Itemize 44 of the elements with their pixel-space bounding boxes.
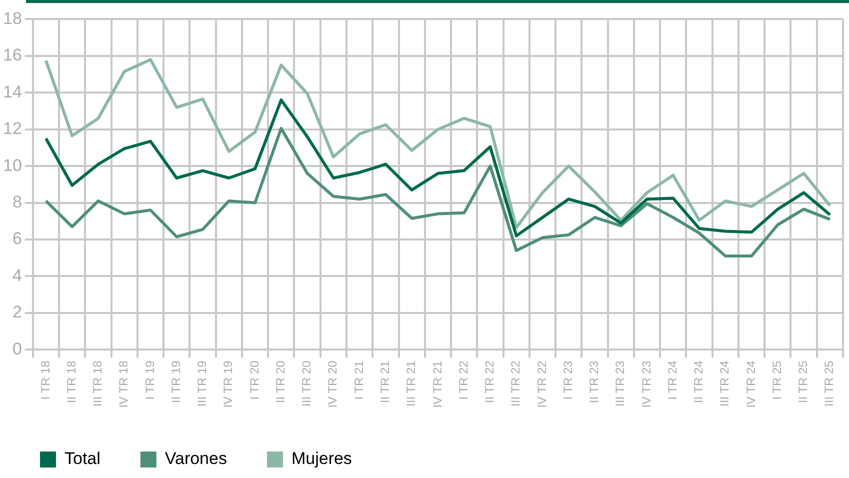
x-tick-label: III TR 23 xyxy=(613,360,628,406)
x-tick-label: I TR 20 xyxy=(247,360,262,400)
x-tick-label: II TR 19 xyxy=(168,360,183,404)
y-tick-label: 2 xyxy=(12,302,22,322)
x-tick-label: II TR 23 xyxy=(587,360,602,404)
x-tick-label: III TR 21 xyxy=(404,360,418,406)
legend-label: Varones xyxy=(164,449,227,468)
x-tick-label: I TR 21 xyxy=(352,360,366,400)
y-tick-label: 0 xyxy=(12,339,22,358)
x-tick-label: II TR 24 xyxy=(692,360,706,404)
x-tick-label: II TR 21 xyxy=(378,360,392,404)
y-tick-label: 12 xyxy=(2,119,22,138)
y-tick-label: 18 xyxy=(2,8,22,28)
x-tick-label: I TR 19 xyxy=(142,360,157,400)
x-tick-label: II TR 18 xyxy=(64,360,78,404)
y-tick-label: 14 xyxy=(2,82,22,102)
x-tick-label: I TR 22 xyxy=(456,360,470,400)
x-tick-label: III TR 24 xyxy=(718,360,732,406)
x-tick-label: III TR 22 xyxy=(508,360,523,406)
x-tick-label: III TR 25 xyxy=(822,360,836,406)
x-tick-label: IV TR 23 xyxy=(639,360,654,408)
x-tick-label: II TR 25 xyxy=(796,360,810,404)
x-tick-label: III TR 20 xyxy=(300,360,314,406)
x-tick-label: IV TR 22 xyxy=(534,360,549,408)
x-tick-label: IV TR 20 xyxy=(326,360,340,408)
y-tick-label: 16 xyxy=(2,46,22,65)
x-tick-label: IV TR 19 xyxy=(221,360,236,408)
x-tick-label: III TR 19 xyxy=(195,360,210,406)
y-tick-label: 4 xyxy=(12,266,22,285)
x-tick-label: I TR 23 xyxy=(560,360,575,400)
y-tick-label: 10 xyxy=(2,156,22,175)
x-tick-label: IV TR 18 xyxy=(116,360,131,408)
x-tick-label: I TR 18 xyxy=(38,360,52,400)
x-tick-label: II TR 22 xyxy=(482,360,497,404)
x-tick-label: I TR 25 xyxy=(770,360,784,400)
legend-label: Mujeres xyxy=(291,449,352,468)
x-tick-label: IV TR 21 xyxy=(430,360,444,408)
x-tick-label: II TR 20 xyxy=(273,360,288,404)
legend-label: Total xyxy=(64,449,100,468)
x-tick-label: I TR 24 xyxy=(665,360,680,400)
y-tick-label: 6 xyxy=(12,229,22,248)
y-tick-label: 8 xyxy=(12,192,22,212)
x-tick-label: IV TR 24 xyxy=(744,360,758,408)
x-tick-label: III TR 18 xyxy=(90,360,105,406)
